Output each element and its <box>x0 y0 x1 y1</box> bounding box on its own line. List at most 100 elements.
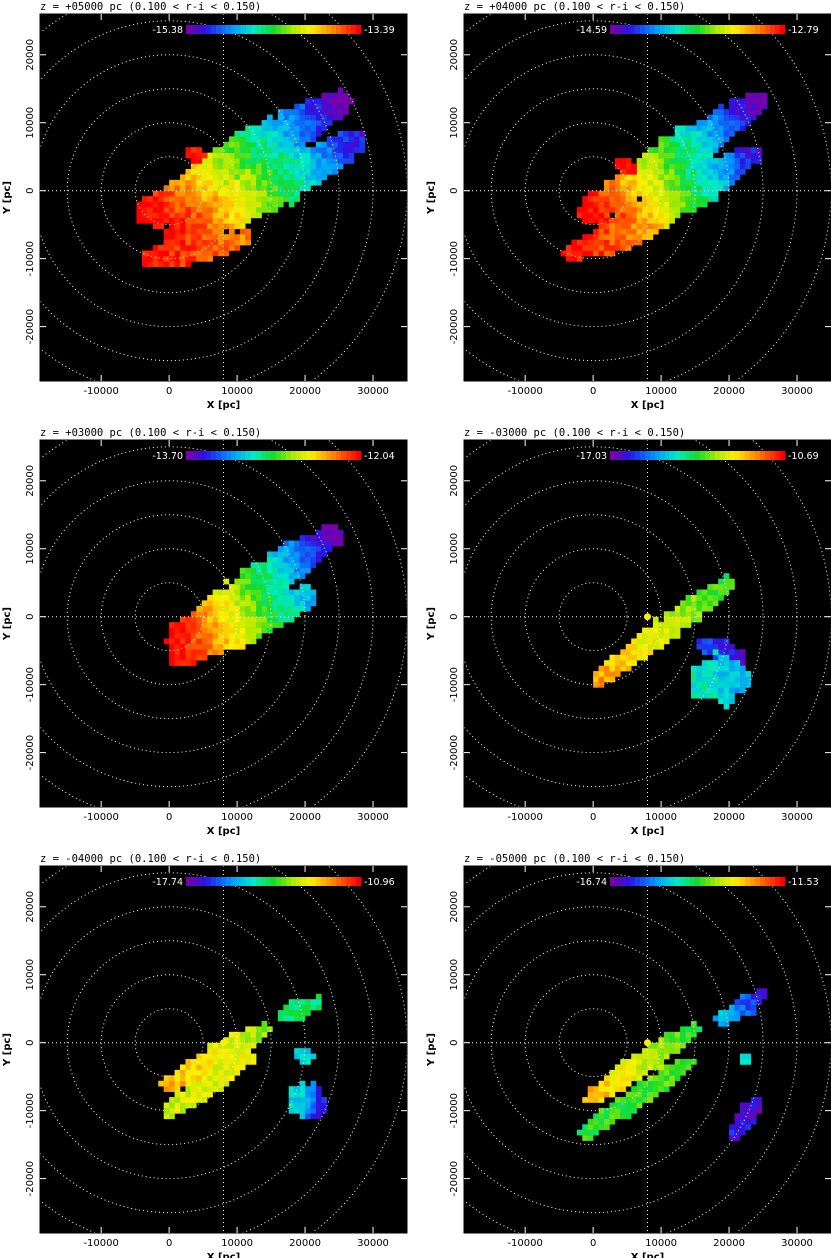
data-cell <box>218 622 224 628</box>
data-cell <box>663 217 670 224</box>
data-cell <box>277 600 284 607</box>
data-cell <box>245 638 251 645</box>
data-cell <box>685 136 692 143</box>
data-cell <box>663 136 670 143</box>
data-cell <box>745 1004 752 1011</box>
data-cell <box>631 234 637 240</box>
data-cell <box>614 1075 621 1082</box>
data-cell <box>245 125 251 132</box>
data-cell <box>658 1064 665 1071</box>
colorbar-segment <box>770 877 776 886</box>
data-cell <box>756 999 762 1005</box>
data-cell <box>256 190 262 197</box>
data-cell <box>332 168 338 175</box>
data-cell <box>587 1135 594 1141</box>
data-cell <box>294 147 300 153</box>
data-cell <box>147 255 154 262</box>
data-cell <box>674 611 681 618</box>
colorbar-segment <box>331 25 337 34</box>
data-cell <box>207 201 213 208</box>
data-cell <box>299 174 306 181</box>
colorbar-segment <box>311 877 317 886</box>
data-cell <box>625 1107 632 1114</box>
data-cell <box>750 1010 757 1016</box>
data-cell <box>299 136 306 143</box>
data-cell <box>576 239 583 246</box>
data-cell <box>669 190 675 197</box>
data-cell <box>283 141 290 148</box>
data-cell <box>180 638 186 645</box>
data-cell <box>261 584 268 590</box>
x-tick-label: 20000 <box>713 812 745 823</box>
data-cell <box>729 174 735 181</box>
colorbar-segment <box>675 877 681 886</box>
data-cell <box>685 616 692 623</box>
data-cell <box>185 190 192 197</box>
data-cell <box>337 130 344 137</box>
data-cell <box>620 245 627 251</box>
data-cell <box>614 185 621 192</box>
colorbar-segment <box>725 877 731 886</box>
x-tick-label: 0 <box>590 1238 596 1249</box>
data-cell <box>141 250 148 257</box>
data-cell <box>266 120 273 126</box>
colorbar-segment <box>281 25 287 34</box>
data-cell <box>576 1129 583 1136</box>
data-cell <box>272 120 279 126</box>
data-cell <box>729 152 735 159</box>
colorbar-segment <box>650 25 656 34</box>
data-cell <box>582 1135 588 1141</box>
ring-25000 <box>40 20 340 362</box>
data-cell <box>201 1091 208 1098</box>
data-cell <box>707 114 714 121</box>
colorbar-segment <box>331 877 337 886</box>
data-cell <box>674 1048 681 1054</box>
ring-25000 <box>40 446 340 788</box>
data-region-1 <box>593 573 735 688</box>
data-cell <box>234 627 241 634</box>
data-cell <box>326 163 333 170</box>
data-cell <box>701 665 708 672</box>
data-cell <box>190 245 197 251</box>
data-cell <box>234 168 241 175</box>
data-cell <box>723 681 730 688</box>
y-tick-label: -10000 <box>25 1093 36 1128</box>
colorbar-segment <box>690 877 696 886</box>
data-cell <box>739 1010 746 1016</box>
data-cell <box>734 687 741 694</box>
data-cell <box>234 223 241 230</box>
data-cell <box>245 622 251 628</box>
data-cell <box>707 158 714 164</box>
data-cell <box>223 1064 230 1071</box>
colorbar-segment <box>191 877 197 886</box>
data-cell <box>696 605 703 612</box>
data-cell <box>163 190 170 197</box>
data-cell <box>685 125 692 132</box>
data-cell <box>609 228 616 235</box>
data-cell <box>598 665 605 672</box>
data-cell <box>299 168 306 175</box>
data-cell <box>696 616 703 623</box>
colorbar-segment <box>655 451 661 460</box>
data-cell <box>218 196 224 202</box>
data-cell <box>609 1080 616 1087</box>
data-cell <box>674 158 681 164</box>
data-cell <box>696 190 703 197</box>
data-cell <box>218 245 224 251</box>
data-cell <box>245 158 251 164</box>
data-cell <box>718 643 724 650</box>
data-cell <box>332 524 338 531</box>
data-cell <box>604 196 610 202</box>
data-cell <box>288 573 295 579</box>
data-cell <box>196 234 203 240</box>
data-cell <box>718 179 724 186</box>
data-cell <box>223 1037 230 1044</box>
y-tick-label: 10000 <box>449 107 460 139</box>
data-cell <box>212 239 219 246</box>
data-cell <box>712 109 719 115</box>
data-cell <box>669 1080 675 1087</box>
data-region-2 <box>163 1048 257 1120</box>
colorbar-segment <box>680 877 686 886</box>
data-cell <box>729 584 735 590</box>
data-cell <box>609 217 616 224</box>
